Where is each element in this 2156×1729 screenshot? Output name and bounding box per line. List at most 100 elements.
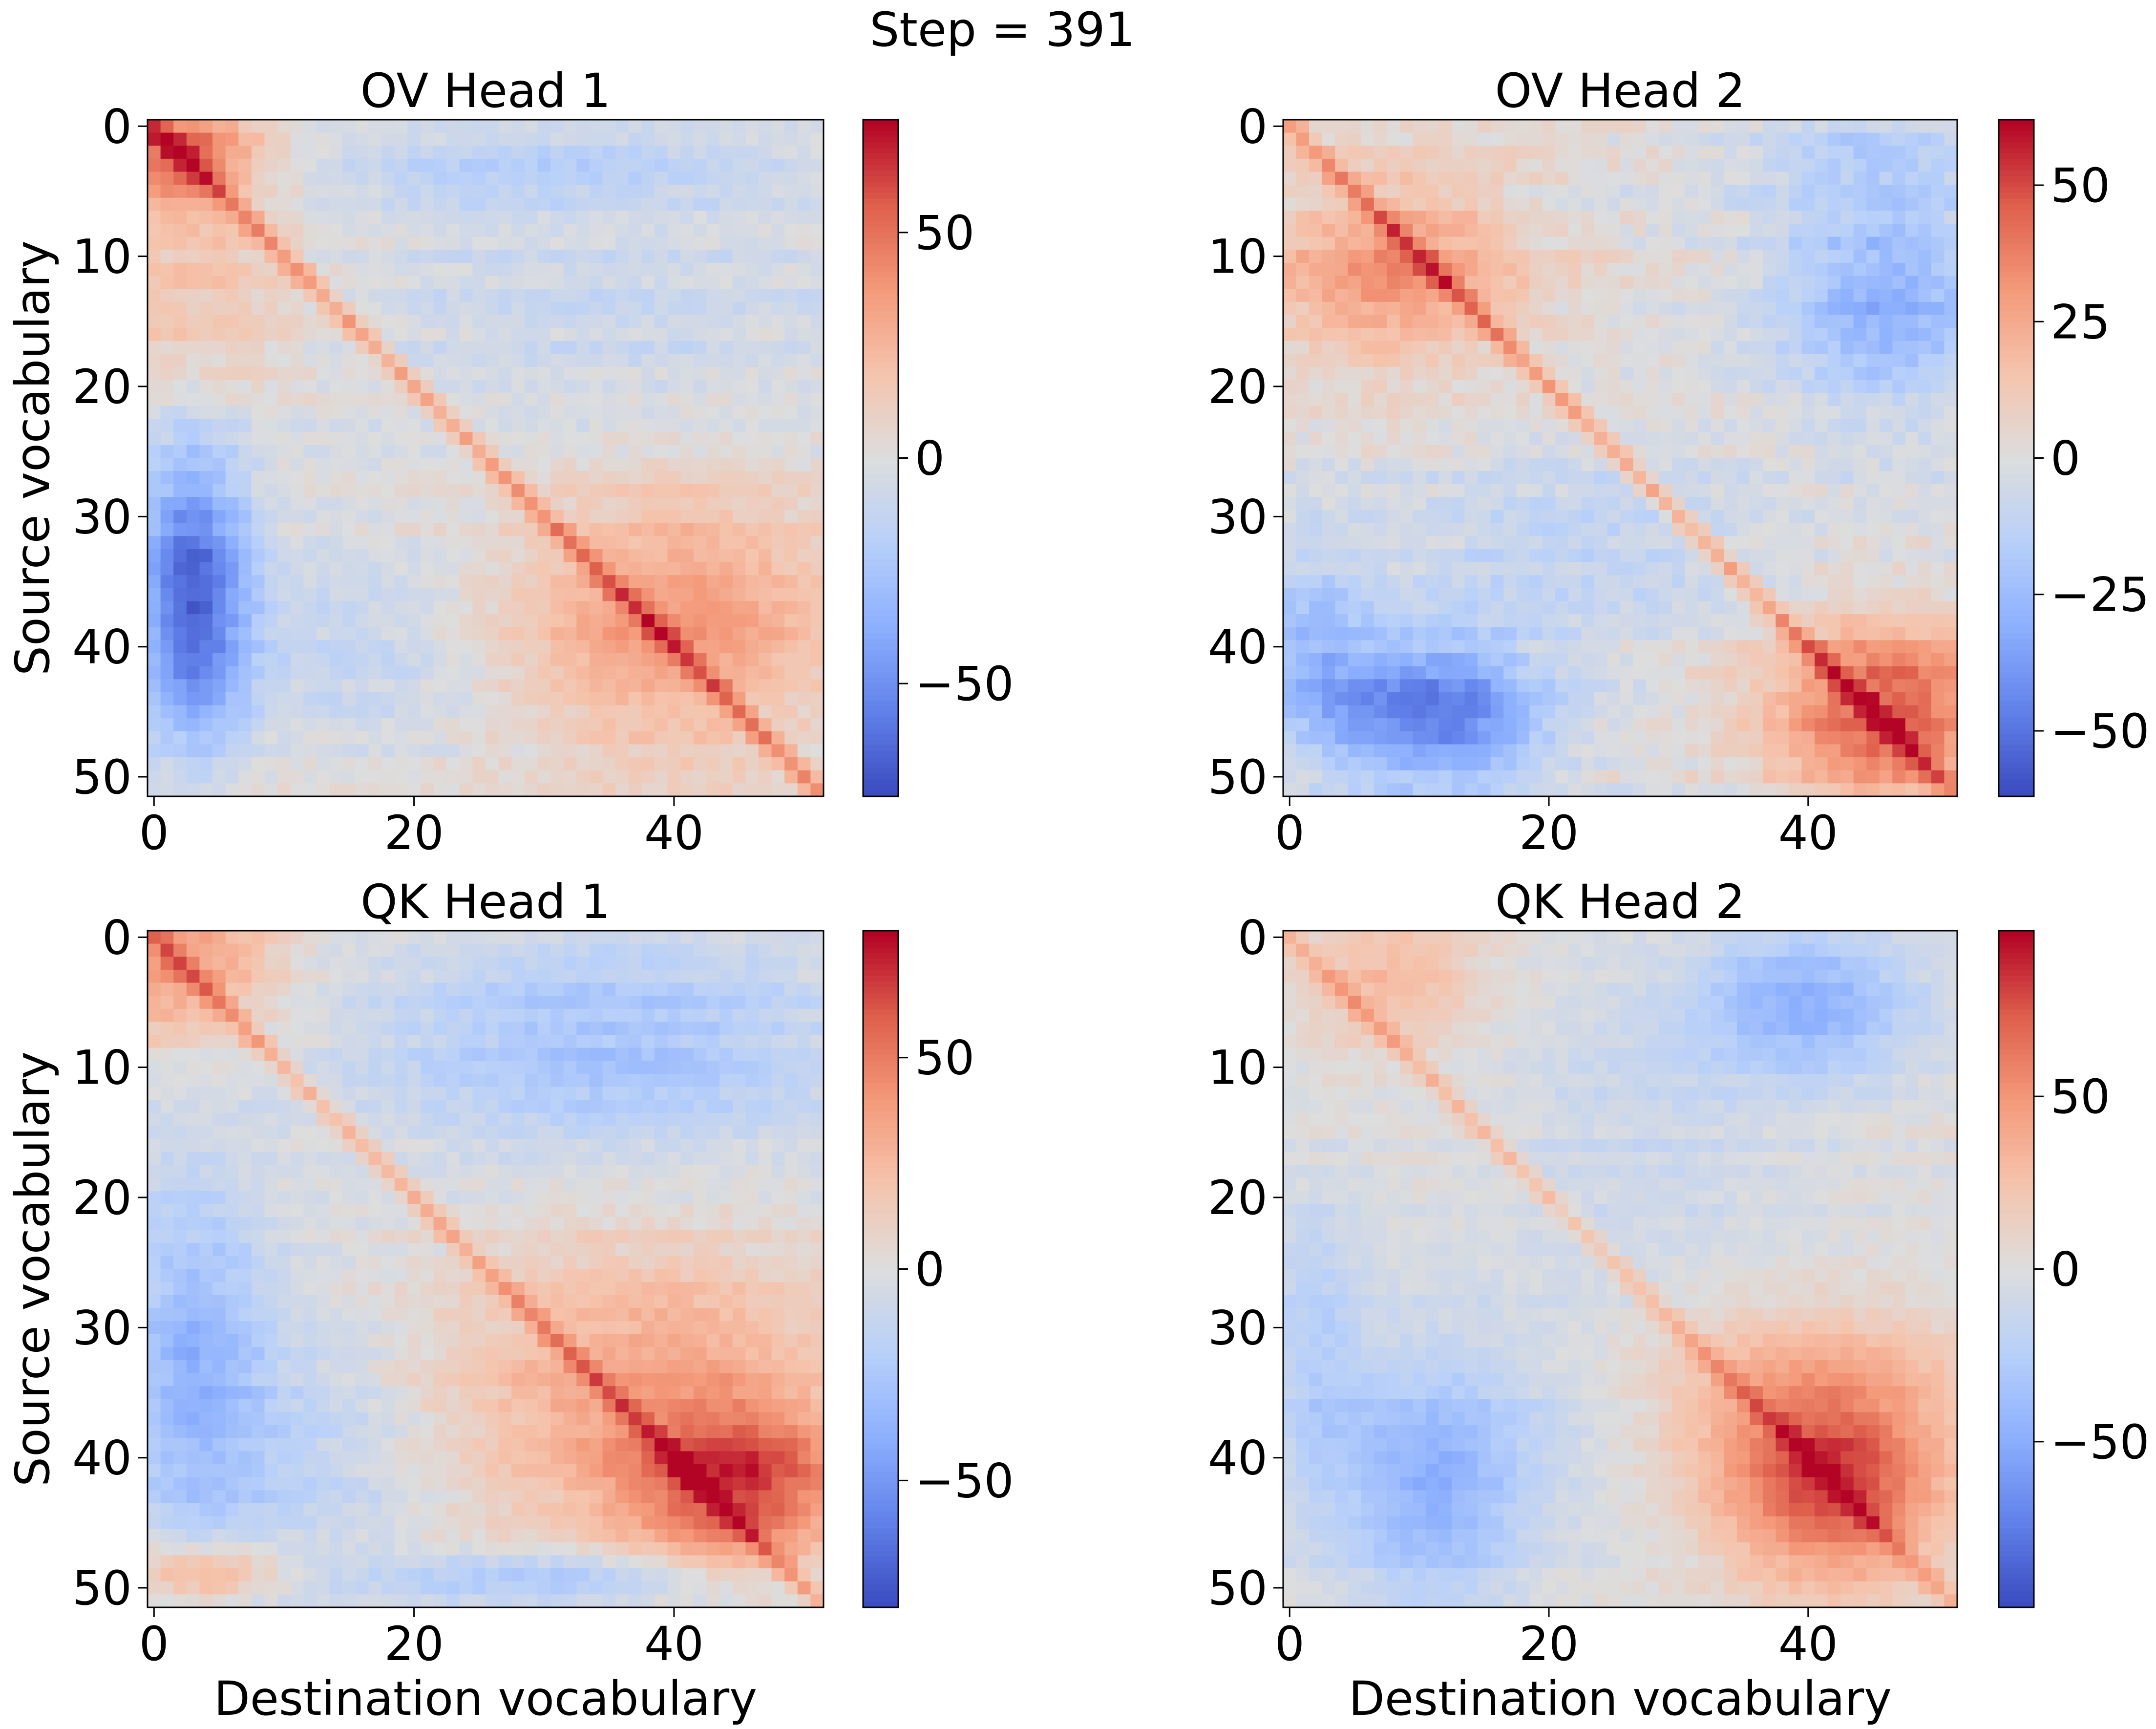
heatmap-cell [1840,132,1854,146]
heatmap-cell [1607,588,1621,602]
heatmap-cell [1490,380,1504,393]
heatmap-cell [1762,393,1776,406]
heatmap-cell [641,419,655,432]
heatmap-cell [810,705,824,719]
heatmap-cell [1698,549,1712,563]
heatmap-cell [1736,562,1750,576]
heatmap-cell [1309,328,1323,342]
heatmap-cell [1840,315,1854,328]
heatmap-cell [550,276,564,289]
heatmap-cell [446,367,460,381]
heatmap-cell [1724,549,1737,563]
heatmap-cell [784,120,798,133]
heatmap-cell [420,432,434,446]
heatmap-cell [745,783,759,797]
heatmap-cell [1620,536,1634,550]
heatmap-cell [1374,445,1387,459]
heatmap-cell [238,757,252,771]
heatmap-cell [1529,262,1543,277]
heatmap-cell [1776,341,1789,355]
heatmap-cell [212,471,226,485]
heatmap-cell [1374,341,1387,355]
heatmap-cell [1348,536,1361,550]
heatmap-cell [1503,301,1517,316]
heatmap-cell [1853,224,1867,237]
heatmap-cell [1464,262,1478,277]
heatmap-cell [1374,262,1387,277]
heatmap-cell [329,341,343,355]
heatmap-cell [1503,614,1517,628]
heatmap-cell [1555,224,1569,237]
heatmap-cell [212,718,226,732]
heatmap-cell [745,301,759,316]
heatmap-cell [1568,301,1582,316]
heatmap-cell [1568,250,1582,263]
heatmap-cell [303,236,317,250]
heatmap-cell [1503,132,1517,146]
heatmap-cell [511,666,525,680]
heatmap-cell [1607,406,1621,420]
heatmap-cell [446,250,460,263]
heatmap-cell [368,718,382,732]
heatmap-cell [1452,575,1465,589]
heatmap-cell [563,224,577,237]
heatmap-cell [1542,289,1556,302]
heatmap-cell [680,731,694,745]
colorbar-swatch [863,621,898,628]
heatmap-cell [1879,301,1893,316]
heatmap-cell [1698,289,1712,302]
heatmap-cell [264,301,278,316]
heatmap-cell [706,614,720,628]
heatmap-cell [680,171,694,185]
heatmap-cell [199,301,213,316]
heatmap-cell [251,666,265,680]
heatmap-cell [655,393,668,406]
heatmap-cell [1399,575,1413,589]
heatmap-cell [446,783,460,797]
heatmap-cell [771,588,785,602]
heatmap-cell [810,731,824,745]
heatmap-cell [1918,614,1932,628]
heatmap-cell [1425,328,1439,342]
heatmap-cell [667,406,681,420]
heatmap-cell [329,250,343,263]
heatmap-cell [1555,301,1569,316]
heatmap-cell [655,666,668,680]
heatmap-cell [1633,158,1647,172]
heatmap-cell [524,731,538,745]
heatmap-cell [368,705,382,719]
heatmap-cell [1503,471,1517,485]
heatmap-cell [1464,250,1478,263]
heatmap-cell [1866,236,1880,250]
heatmap-cell [1478,549,1491,563]
heatmap-cell [1659,380,1672,393]
heatmap-cell [1399,132,1413,146]
heatmap-cell [655,146,668,159]
heatmap-cell [693,562,707,576]
heatmap-cell [1672,549,1686,563]
heatmap-cell [1840,614,1854,628]
heatmap-cell [1568,640,1582,654]
heatmap-cell [264,132,278,146]
heatmap-cell [1425,367,1439,381]
heatmap-cell [407,315,421,328]
heatmap-cell [1672,354,1686,367]
heatmap-cell [1789,614,1802,628]
heatmap-cell [1581,315,1595,328]
heatmap-cell [719,627,733,640]
heatmap-cell [1672,419,1686,432]
heatmap-cell [1335,653,1349,667]
heatmap-cell [1698,380,1712,393]
heatmap-cell [1905,380,1919,393]
heatmap-cell [472,367,486,381]
heatmap-cell [1789,250,1802,263]
heatmap-cell [368,653,382,667]
heatmap-cell [1387,354,1400,367]
heatmap-cell [1815,419,1828,432]
heatmap-cell [511,393,525,406]
heatmap-cell [693,445,707,459]
heatmap-cell [1425,250,1439,263]
heatmap-cell [160,250,174,263]
heatmap-cell [1490,614,1504,628]
heatmap-cell [706,692,720,706]
